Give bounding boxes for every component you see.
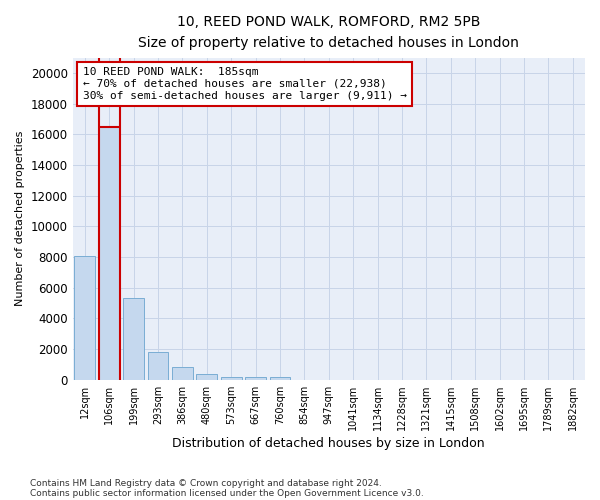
Y-axis label: Number of detached properties: Number of detached properties [15, 131, 25, 306]
Title: 10, REED POND WALK, ROMFORD, RM2 5PB
Size of property relative to detached house: 10, REED POND WALK, ROMFORD, RM2 5PB Siz… [139, 15, 519, 50]
Bar [269, 378, 290, 380]
Text: Contains HM Land Registry data © Crown copyright and database right 2024.: Contains HM Land Registry data © Crown c… [30, 478, 382, 488]
Bar [245, 376, 266, 380]
Bar [196, 374, 217, 380]
Bar [148, 352, 169, 380]
X-axis label: Distribution of detached houses by size in London: Distribution of detached houses by size … [172, 437, 485, 450]
Text: 10 REED POND WALK:  185sqm
← 70% of detached houses are smaller (22,938)
30% of : 10 REED POND WALK: 185sqm ← 70% of detac… [83, 68, 407, 100]
Bar [221, 376, 242, 380]
Bar [123, 298, 144, 380]
Bar [172, 368, 193, 380]
Bar [74, 256, 95, 380]
Text: Contains public sector information licensed under the Open Government Licence v3: Contains public sector information licen… [30, 488, 424, 498]
Bar [99, 126, 119, 380]
